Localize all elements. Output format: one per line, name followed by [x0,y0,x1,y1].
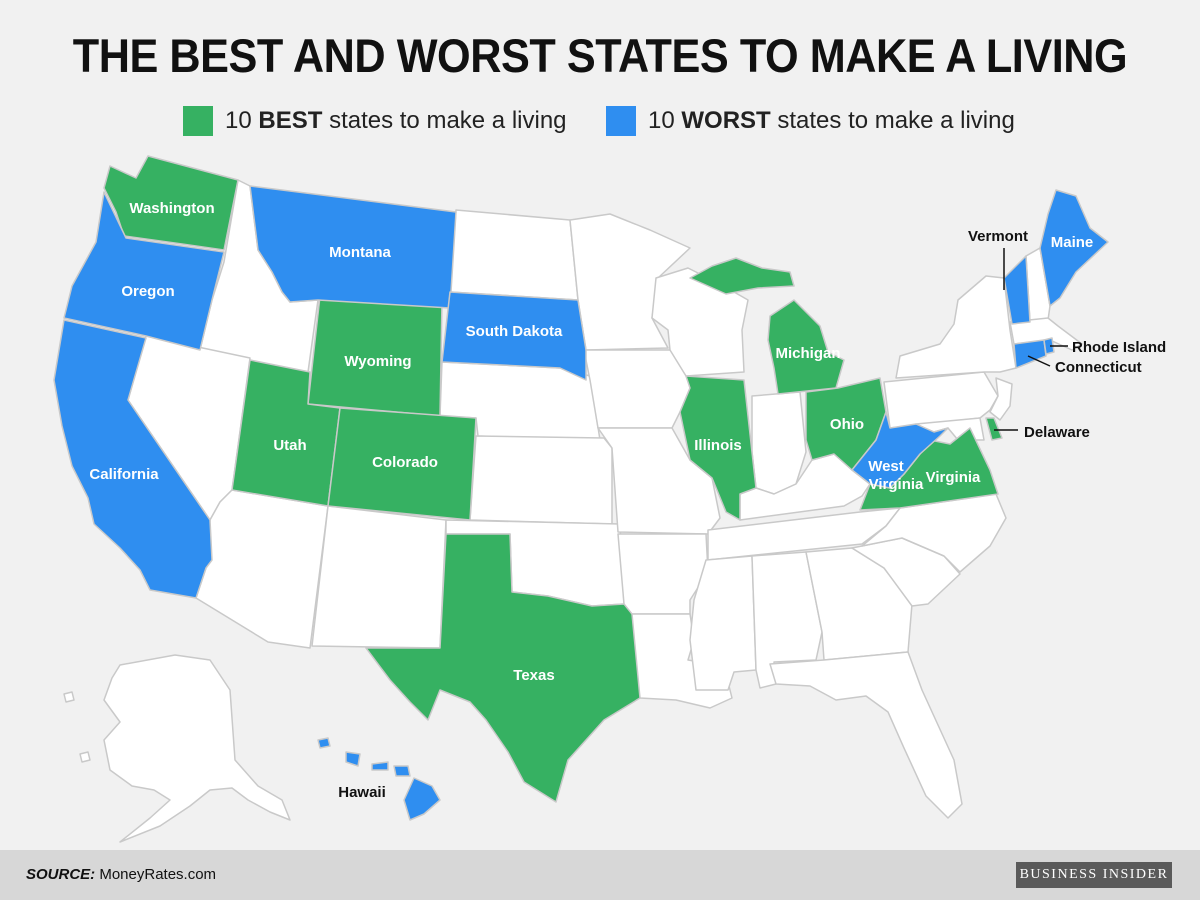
label-connecticut: Connecticut [1055,359,1142,376]
footer: SOURCE: MoneyRates.com BUSINESS INSIDER [0,850,1200,900]
state-arizona[interactable] [195,489,329,649]
state-kansas[interactable] [469,435,613,525]
state-hawaii-big-island[interactable] [403,777,441,821]
label-oregon: Oregon [121,283,174,300]
source-credit: SOURCE: MoneyRates.com [26,866,216,883]
state-west-virginia[interactable] [851,411,949,489]
label-delaware: Delaware [1024,424,1090,441]
state-michigan-lower[interactable] [767,299,845,395]
alaska-island [63,691,75,703]
state-hawaii-kauai[interactable] [317,737,331,749]
legend-item-best: 10 BEST states to make a living [183,106,567,136]
label-south-dakota: South Dakota [466,323,563,340]
label-wyoming: Wyoming [344,353,411,370]
label-california: California [89,466,159,483]
legend-worst-bold: WORST [681,107,771,134]
state-delaware[interactable] [985,417,1003,441]
state-michigan-upper[interactable] [689,257,795,295]
state-hawaii-oahu[interactable] [345,751,361,767]
legend-swatch-best [183,106,213,136]
state-oregon[interactable] [63,191,225,351]
legend-worst-text: states to make a living [777,107,1015,134]
label-west-virginia-2: Virginia [869,476,924,493]
label-rhode-island: Rhode Island [1072,339,1166,356]
label-texas: Texas [513,667,554,684]
state-new-jersey[interactable] [989,377,1013,421]
label-maine: Maine [1051,234,1094,251]
legend-worst-count: 10 [648,107,675,134]
state-florida[interactable] [769,651,963,819]
legend: 10 BEST states to make a living 10 WORST… [0,106,1200,142]
legend-swatch-worst [606,106,636,136]
label-utah: Utah [273,437,306,454]
state-texas[interactable] [365,533,641,803]
label-washington: Washington [129,200,214,217]
state-connecticut[interactable] [1013,339,1047,369]
label-montana: Montana [329,244,391,261]
state-hawaii-maui[interactable] [393,765,411,777]
state-illinois[interactable] [679,375,757,521]
state-california[interactable] [53,319,213,599]
state-new-mexico[interactable] [311,505,447,649]
source-value: MoneyRates.com [99,866,217,883]
legend-item-worst: 10 WORST states to make a living [606,106,1015,136]
legend-best-count: 10 [225,107,252,134]
page-title: THE BEST AND WORST STATES TO MAKE A LIVI… [72,29,1128,82]
legend-best-text: states to make a living [329,107,567,134]
legend-best-bold: BEST [258,107,323,134]
state-missouri[interactable] [597,427,721,535]
state-north-carolina[interactable] [861,493,1007,573]
state-colorado[interactable] [327,407,477,521]
label-illinois: Illinois [694,437,742,454]
state-north-dakota[interactable] [449,209,579,301]
state-vermont[interactable] [1003,255,1031,325]
connecticut-leader [1027,355,1051,367]
business-insider-logo: BUSINESS INSIDER [1016,862,1172,888]
state-alaska[interactable] [103,654,291,843]
label-hawaii: Hawaii [338,784,386,801]
alaska-island [79,751,91,763]
label-virginia: Virginia [926,469,981,486]
state-south-dakota[interactable] [441,291,587,381]
label-colorado: Colorado [372,454,438,471]
label-ohio: Ohio [830,416,864,433]
state-maine[interactable] [1039,189,1109,307]
label-west-virginia-1: West [868,458,904,475]
state-hawaii-molokai[interactable] [371,761,389,771]
state-new-york[interactable] [895,275,1017,379]
state-indiana[interactable] [751,391,807,495]
state-montana[interactable] [249,185,457,309]
state-rhode-island[interactable] [1043,337,1055,355]
state-iowa[interactable] [583,349,691,429]
source-label: SOURCE: [26,866,96,883]
label-michigan: Michigan [775,345,840,362]
label-vermont: Vermont [968,228,1028,245]
